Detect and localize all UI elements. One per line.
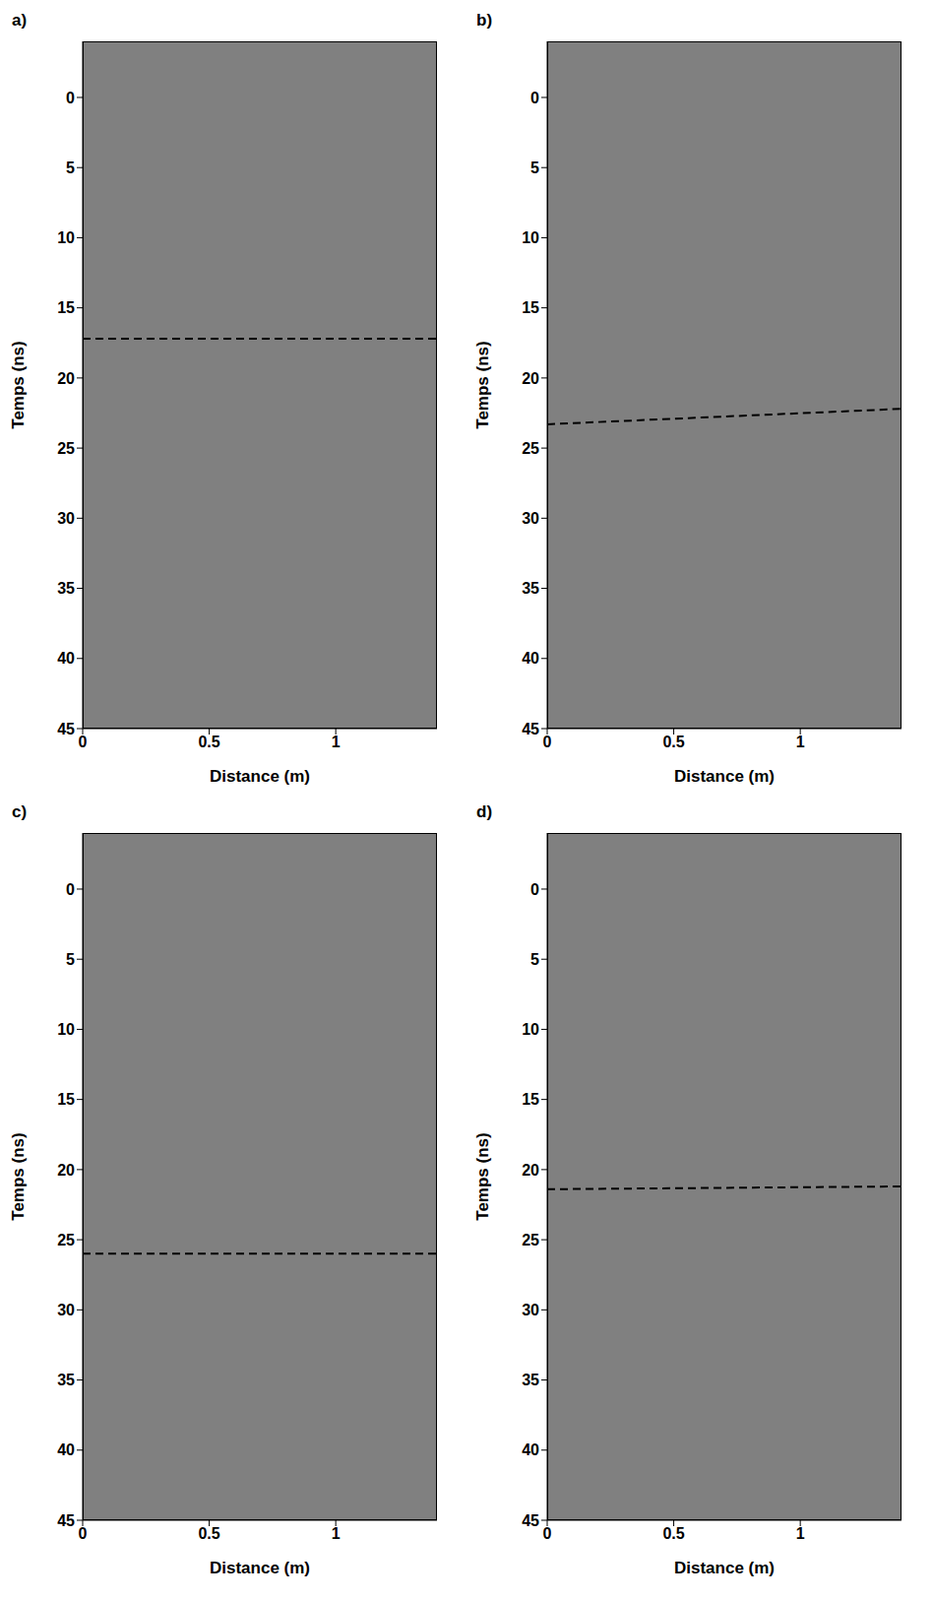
svg-text:10: 10	[521, 1020, 540, 1038]
svg-text:40: 40	[521, 649, 540, 667]
svg-text:0: 0	[530, 880, 540, 898]
svg-text:Distance (m): Distance (m)	[674, 1557, 775, 1577]
svg-text:20: 20	[57, 370, 75, 387]
svg-text:Temps (ns): Temps (ns)	[8, 340, 28, 429]
svg-text:0.5: 0.5	[197, 733, 220, 750]
svg-text:5: 5	[530, 159, 540, 177]
svg-text:15: 15	[521, 299, 540, 316]
svg-text:10: 10	[521, 229, 540, 247]
svg-text:35: 35	[57, 1370, 75, 1388]
svg-text:1: 1	[796, 733, 806, 750]
svg-text:1: 1	[796, 1524, 806, 1542]
html-text:d): d)	[476, 802, 493, 821]
svg-text:25: 25	[57, 1231, 75, 1248]
svg-text:25: 25	[521, 439, 540, 457]
svg-text:0: 0	[65, 89, 75, 107]
svg-text:0.5: 0.5	[662, 1524, 685, 1542]
svg-text:0: 0	[65, 880, 75, 898]
svg-text:45: 45	[521, 1511, 540, 1529]
html-text:b): b)	[476, 10, 493, 30]
svg-text:0: 0	[530, 89, 540, 107]
svg-text:15: 15	[57, 1090, 75, 1108]
svg-text:0: 0	[78, 1524, 88, 1542]
svg-text:5: 5	[65, 159, 75, 177]
svg-text:30: 30	[57, 509, 75, 527]
svg-text:10: 10	[57, 229, 75, 247]
svg-text:1: 1	[331, 733, 341, 750]
svg-text:Distance (m): Distance (m)	[209, 1557, 311, 1577]
svg-text:35: 35	[521, 579, 540, 597]
svg-text:40: 40	[57, 649, 75, 667]
svg-text:Distance (m): Distance (m)	[674, 766, 775, 786]
svg-text:5: 5	[530, 950, 540, 968]
svg-text:20: 20	[521, 370, 540, 387]
svg-text:30: 30	[57, 1301, 75, 1318]
svg-text:25: 25	[521, 1231, 540, 1248]
svg-text:5: 5	[65, 950, 75, 968]
svg-text:45: 45	[57, 1511, 75, 1529]
svg-text:0.5: 0.5	[197, 1524, 220, 1542]
svg-text:15: 15	[57, 299, 75, 316]
svg-text:30: 30	[521, 1301, 540, 1318]
svg-text:Temps (ns): Temps (ns)	[8, 1131, 28, 1220]
svg-text:40: 40	[57, 1440, 75, 1458]
svg-text:35: 35	[57, 579, 75, 597]
svg-text:20: 20	[521, 1161, 540, 1179]
svg-text:Temps (ns): Temps (ns)	[473, 1131, 493, 1220]
svg-text:35: 35	[521, 1370, 540, 1388]
svg-text:10: 10	[57, 1020, 75, 1038]
html-text:c): c)	[11, 802, 27, 821]
svg-text:40: 40	[521, 1440, 540, 1458]
svg-text:45: 45	[521, 720, 540, 738]
svg-text:0.5: 0.5	[662, 733, 685, 750]
html-text:a): a)	[11, 10, 27, 30]
svg-text:20: 20	[57, 1161, 75, 1179]
svg-text:0: 0	[543, 733, 553, 750]
svg-text:30: 30	[521, 509, 540, 527]
svg-text:15: 15	[521, 1090, 540, 1108]
svg-text:Temps (ns): Temps (ns)	[473, 340, 493, 429]
svg-text:Distance (m): Distance (m)	[209, 766, 311, 786]
svg-text:45: 45	[57, 720, 75, 738]
svg-text:25: 25	[57, 439, 75, 457]
svg-text:0: 0	[78, 733, 88, 750]
svg-text:1: 1	[331, 1524, 341, 1542]
svg-text:0: 0	[543, 1524, 553, 1542]
